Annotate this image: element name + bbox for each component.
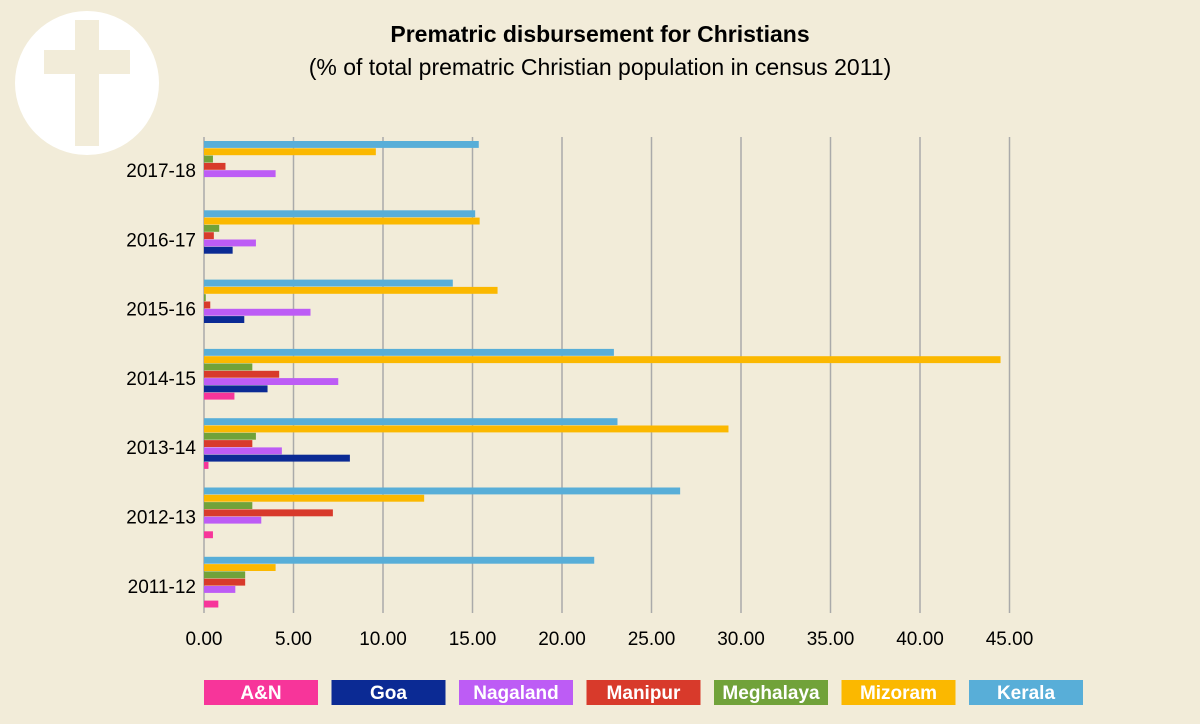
bar-mizoram-2015-16 [204, 286, 498, 294]
bar-manipur-2013-14 [204, 440, 253, 447]
bar-manipur-2014-15 [204, 370, 280, 378]
legend: A&N Goa Nagaland Manipur Meghalaya Mizoram Ker… [204, 680, 1083, 705]
bar-meghalaya-2013-14 [204, 432, 256, 440]
legend-label: Manipur [607, 683, 681, 704]
bar-nagaland-2011-12 [204, 586, 236, 593]
bar-goa-2014-15 [204, 385, 268, 393]
bar-meghalaya-2015-16 [204, 294, 206, 302]
category-label: 2012-13 [126, 508, 196, 529]
bar-manipur-2016-17 [204, 232, 214, 240]
legend-swatch [204, 680, 318, 705]
bar-mizoram-2016-17 [204, 217, 480, 225]
bar-manipur-2017-18 [204, 162, 226, 170]
bar-an-2011-12 [204, 600, 219, 608]
chart-title: Prematric disbursement for Christians [390, 21, 809, 47]
bar-manipur-2011-12 [204, 578, 246, 586]
category-label: 2014-15 [126, 369, 196, 390]
bar-mizoram-2011-12 [204, 564, 276, 571]
bar-kerala-2017-18 [204, 141, 479, 148]
cross-icon [44, 20, 130, 146]
legend-label: Kerala [997, 683, 1056, 704]
bar-kerala-2013-14 [204, 418, 618, 426]
x-tick-label: 40.00 [896, 629, 944, 650]
bar-kerala-2014-15 [204, 348, 614, 356]
bar-meghalaya-2014-15 [204, 363, 253, 371]
legend-swatch [459, 680, 573, 705]
x-tick-label: 20.00 [538, 629, 586, 650]
bar-kerala-2015-16 [204, 279, 453, 287]
legend-label: Meghalaya [722, 683, 820, 704]
bar-meghalaya-2012-13 [204, 502, 253, 509]
category-label: 2015-16 [126, 300, 196, 321]
x-tick-label: 0.00 [186, 629, 223, 650]
legend-swatch [586, 680, 701, 705]
bar-meghalaya-2017-18 [204, 155, 213, 163]
bar-an-2013-14 [204, 462, 209, 469]
bar-meghalaya-2016-17 [204, 224, 220, 232]
category-labels: 2017-18 2016-17 2015-16 2014-15 2013-14 2012-… [126, 161, 196, 598]
bar-mizoram-2013-14 [204, 425, 729, 433]
legend-swatch [841, 680, 956, 705]
x-tick-label: 45.00 [986, 629, 1034, 650]
legend-label: A&N [240, 683, 281, 704]
bar-goa-2016-17 [204, 246, 233, 254]
bar-mizoram-2014-15 [204, 356, 1001, 364]
bar-manipur-2015-16 [204, 301, 211, 309]
bar-mizoram-2012-13 [204, 494, 425, 502]
x-tick-label: 15.00 [449, 629, 497, 650]
bar-goa-2015-16 [204, 316, 245, 323]
bar-nagaland-2015-16 [204, 308, 311, 316]
bars [204, 141, 1001, 608]
x-tick-label: 5.00 [275, 629, 312, 650]
bar-nagaland-2014-15 [204, 378, 339, 385]
legend-swatch [331, 680, 446, 705]
category-label: 2013-14 [126, 438, 196, 459]
legend-label: Mizoram [860, 683, 937, 704]
bar-an-2012-13 [204, 531, 213, 539]
x-tick-label: 10.00 [359, 629, 407, 650]
bar-mizoram-2017-18 [204, 148, 376, 156]
bar-meghalaya-2011-12 [204, 571, 246, 579]
x-tick-labels: 0.00 5.00 10.00 15.00 20.00 25.00 30.00 35.00 40… [186, 629, 1034, 650]
x-tick-label: 25.00 [628, 629, 676, 650]
legend-swatch [969, 680, 1083, 705]
category-label: 2017-18 [126, 161, 196, 182]
bar-nagaland-2013-14 [204, 447, 282, 455]
x-tick-label: 30.00 [717, 629, 765, 650]
bar-an-2014-15 [204, 392, 235, 400]
bar-nagaland-2017-18 [204, 170, 276, 178]
bar-kerala-2012-13 [204, 487, 681, 495]
bar-goa-2013-14 [204, 454, 350, 462]
cross-logo [15, 11, 159, 155]
category-label: 2016-17 [126, 230, 196, 251]
grid-lines [292, 137, 1011, 613]
bar-nagaland-2012-13 [204, 516, 262, 524]
bar-kerala-2011-12 [204, 556, 595, 564]
legend-label: Nagaland [473, 683, 559, 704]
legend-swatch [714, 680, 828, 705]
bar-kerala-2016-17 [204, 210, 476, 218]
x-tick-label: 35.00 [807, 629, 855, 650]
legend-label: Goa [370, 683, 407, 704]
chart-subtitle: (% of total prematric Christian populati… [309, 54, 892, 80]
category-label: 2011-12 [128, 577, 196, 598]
bar-manipur-2012-13 [204, 509, 333, 517]
bar-nagaland-2016-17 [204, 239, 256, 247]
